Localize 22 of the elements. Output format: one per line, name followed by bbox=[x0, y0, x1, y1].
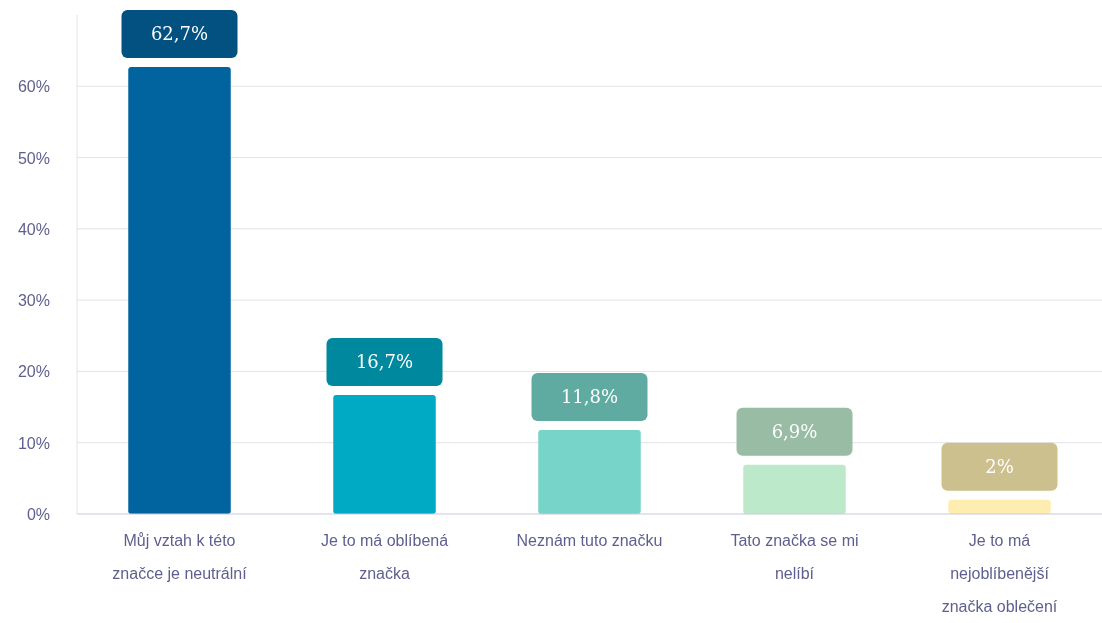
y-tick-label: 30% bbox=[17, 292, 50, 310]
x-tick-label: Můj vztah k této značce je neutrální bbox=[112, 532, 248, 582]
data-label: 2% bbox=[985, 455, 1014, 477]
y-tick-label: 10% bbox=[17, 434, 50, 452]
data-label: 16,7% bbox=[355, 350, 414, 372]
bar bbox=[128, 67, 231, 514]
y-tick-label: 50% bbox=[17, 149, 50, 167]
y-tick-label: 0% bbox=[26, 506, 50, 523]
data-label: 11,8% bbox=[560, 385, 619, 407]
data-label: 62,7% bbox=[150, 23, 209, 45]
y-tick-label: 60% bbox=[17, 78, 50, 96]
bar bbox=[743, 464, 846, 514]
x-tick-label: Je to má oblíbená značka bbox=[320, 532, 449, 582]
x-tick-label: Tato značka se mi nelíbí bbox=[730, 532, 859, 582]
bar bbox=[538, 429, 641, 514]
y-tick-label: 20% bbox=[17, 363, 50, 381]
bar bbox=[333, 394, 436, 514]
x-tick-label: Je to má nejoblíbenější značka oblečení bbox=[941, 532, 1058, 615]
x-tick-label: Neznám tuto značku bbox=[516, 532, 663, 549]
y-tick-label: 40% bbox=[17, 220, 50, 238]
bar bbox=[948, 499, 1051, 514]
data-label: 6,9% bbox=[771, 420, 818, 442]
